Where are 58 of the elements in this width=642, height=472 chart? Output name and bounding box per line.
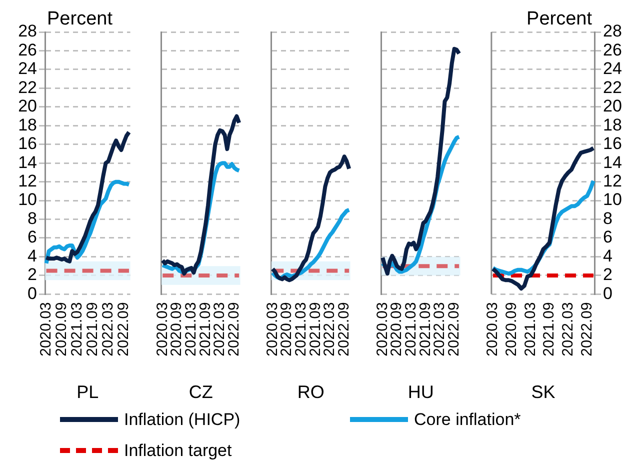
x-tick-label: 2020.09 <box>52 302 70 356</box>
x-tick-label: 2020.03 <box>374 302 391 356</box>
x-tick-label: 2021.03 <box>522 302 539 356</box>
y2-tick-label: 14 <box>603 152 622 172</box>
x-tick-label: 2020.03 <box>484 302 502 356</box>
y2-tick-label: 28 <box>603 22 622 41</box>
y2-tick-label: 18 <box>603 115 622 134</box>
x-tick-label: 2020.09 <box>502 302 520 356</box>
x-axis-title: HU <box>408 382 434 402</box>
legend-label: Inflation target <box>124 440 232 460</box>
y2-axis-title: Percent <box>526 8 593 30</box>
x-tick-label: 2022.09 <box>578 302 596 356</box>
y-axis-title: Percent <box>47 8 114 30</box>
y2-tick-label: 6 <box>603 228 612 247</box>
legend-label: Inflation (HICP) <box>124 410 240 430</box>
y-tick-label: 24 <box>18 59 37 78</box>
x-tick-label: 2022.03 <box>559 302 576 356</box>
x-tick-label: 2020.03 <box>37 302 54 356</box>
y-tick-label: 4 <box>28 246 37 266</box>
y2-tick-label: 22 <box>603 78 622 97</box>
y2-tick-label: 24 <box>603 59 622 78</box>
y-tick-label: 22 <box>18 78 37 97</box>
y-tick-label: 18 <box>18 115 37 134</box>
x-tick-label: 2021.09 <box>196 302 214 356</box>
x-axis-title: CZ <box>188 382 213 402</box>
y-tick-label: 2 <box>28 265 37 284</box>
x-tick-label: 2022.03 <box>99 302 116 356</box>
y2-tick-label: 16 <box>603 134 622 154</box>
y-tick-label: 14 <box>18 152 37 172</box>
y-tick-label: 10 <box>18 190 37 210</box>
x-tick-label: 2021.09 <box>540 302 558 356</box>
x-tick-label: 2021.09 <box>416 302 434 356</box>
y-tick-label: 28 <box>18 22 37 41</box>
x-axis-title: SK <box>531 382 556 402</box>
y-tick-label: 8 <box>28 208 37 228</box>
y2-tick-label: 10 <box>603 190 622 210</box>
y2-tick-label: 26 <box>603 40 622 60</box>
y-tick-label: 6 <box>28 228 37 247</box>
x-tick-label: 2022.09 <box>114 302 132 356</box>
y2-tick-label: 12 <box>603 172 622 191</box>
x-tick-label: 2020.03 <box>264 302 281 356</box>
y-tick-label: 16 <box>18 134 37 154</box>
x-axis-title: RO <box>297 382 324 402</box>
x-tick-label: 2021.09 <box>84 302 101 356</box>
legend-label: Core inflation* <box>414 410 521 430</box>
y2-tick-label: 8 <box>603 208 612 228</box>
y-tick-label: 0 <box>28 284 37 303</box>
y-tick-label: 26 <box>18 40 37 60</box>
x-axis-title: PL <box>76 382 99 402</box>
y2-tick-label: 0 <box>603 284 612 303</box>
y-tick-label: 20 <box>18 96 37 116</box>
x-tick-label: 2021.09 <box>306 302 324 356</box>
y2-tick-label: 2 <box>603 265 612 284</box>
x-tick-label: 2020.03 <box>154 302 171 356</box>
y2-tick-label: 20 <box>603 96 622 116</box>
y-tick-label: 12 <box>18 172 37 191</box>
x-tick-label: 2021.03 <box>68 302 86 356</box>
y2-tick-label: 4 <box>603 246 612 266</box>
